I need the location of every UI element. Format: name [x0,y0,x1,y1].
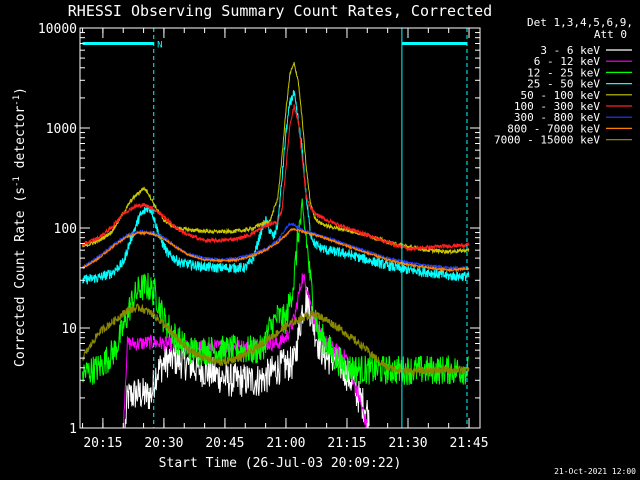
x-tick-label: 20:15 [83,436,122,451]
series-line-3 [82,198,470,386]
legend-header-1: Det 1,3,4,5,6,9, [527,16,633,29]
legend-label-5: 50 - 100 keV [521,89,601,102]
y-tick-label: 1 [69,422,77,437]
axes: 1 10 100 1000 10000 20:15 20:30 20:45 21:00 21:15… [38,22,489,451]
series-line-4 [82,90,470,285]
x-tick-label: 21:30 [388,436,427,451]
legend-label-8: 800 - 7000 keV [507,122,600,135]
x-tick-label: 20:30 [144,436,183,451]
night-label: N [157,40,162,50]
legend-label-7: 300 - 800 keV [514,111,600,124]
legend-label-9: 7000 - 15000 keV [494,134,600,147]
y-tick-label: 10 [61,322,77,337]
series-line-5 [82,61,470,256]
y-tick-label: 10000 [38,22,77,37]
legend-header-2: Att 0 [594,28,627,41]
y-tick-label: 100 [54,222,77,237]
legend-label-4: 25 - 50 keV [527,78,600,91]
legend-label-1: 3 - 6 keV [540,44,600,57]
y-axis-label: Corrected Count Rate (s-1 detector-1) [12,87,28,367]
x-axis-label: Start Time (26-Jul-03 20:09:22) [159,456,402,471]
series-line-6 [82,104,470,252]
legend-label-3: 12 - 25 keV [527,66,600,79]
x-tick-label: 21:45 [449,436,488,451]
footer-date: 21-Oct-2021 12:00 [554,467,636,476]
legend-label-6: 100 - 300 keV [514,100,600,113]
y-tick-label: 1000 [46,122,77,137]
series-line-1 [82,286,370,429]
legend-label-2: 6 - 12 keV [534,55,601,68]
x-tick-label: 21:00 [266,436,305,451]
x-tick-label: 21:15 [327,436,366,451]
series-line-8 [82,227,470,273]
plot-area: N [82,28,470,429]
chart-title: RHESSI Observing Summary Count Rates, Co… [68,2,492,20]
x-tick-label: 20:45 [205,436,244,451]
series-line-9 [82,303,470,377]
